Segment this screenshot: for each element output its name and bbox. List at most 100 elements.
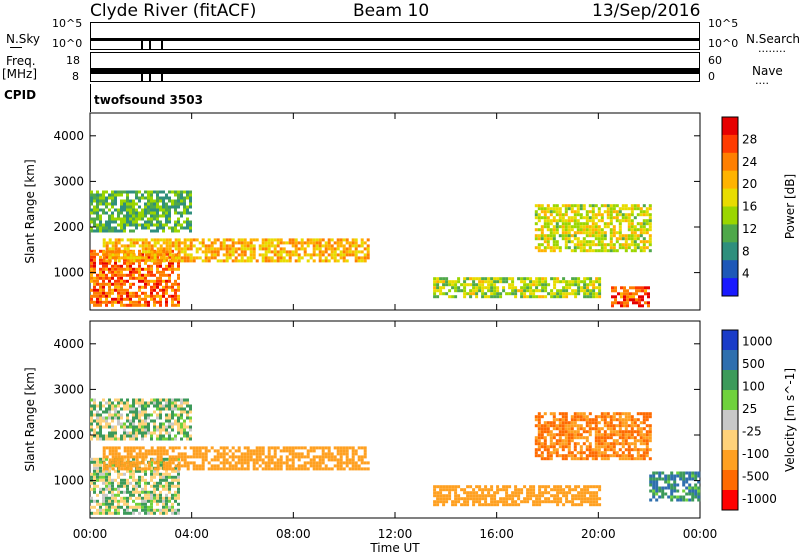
echo-region-4 [534,412,652,461]
y-tick-label-1-2: 3000 [53,382,84,396]
colorbar-swatch-4 [722,410,738,431]
y-tick-label-0-2: 3000 [53,174,84,188]
colorbar-swatch-1 [722,134,738,154]
y-tick-label-0-1: 2000 [53,220,84,234]
echo-region-3 [433,277,602,299]
nsearch-tick-top: 10^5 [708,17,739,30]
x-tick-label-6: 00:00 [683,527,718,541]
colorbar-tick-label-6: 4 [742,267,750,281]
colorbar-swatch-9 [722,278,738,297]
freq-tick-bottom: 8 [72,70,79,83]
x-axis-label: Time UT [369,541,420,554]
echo-region-3 [433,485,602,507]
x-tick-label-1: 04:00 [174,527,209,541]
cpid-bar [90,84,91,112]
colorbar-tick-label-0: 28 [742,132,757,146]
echo-region-5 [649,471,701,502]
freq-label-top: Freq. [6,54,36,68]
colorbar-swatch-7 [722,470,738,491]
y-axis-label-0: Slant Range [km] [23,159,37,263]
freq-dip-2 [149,68,151,82]
freq-label-bottom: [MHz] [2,67,38,81]
nsky-dip-2 [149,38,151,50]
colorbar-swatch-4 [722,188,738,207]
colorbar-frame [721,116,739,297]
nsky-strip [90,22,700,50]
colorbar-label: Velocity [m s^-1] [783,368,797,472]
nave-dots: .... [755,74,769,87]
freq-tick-top: 18 [66,54,80,67]
y-tick-label-1-0: 1000 [53,474,84,488]
echo-region-2 [90,398,192,441]
colorbar-swatch-6 [722,450,738,471]
nsky-underline [10,47,22,48]
nave-tick-bottom: 0 [708,70,715,83]
nsearch-tick-bottom: 10^0 [708,37,739,50]
colorbar-swatch-8 [722,260,738,279]
cpid-label: CPID [4,88,37,102]
station-title: Clyde River (fitACF) [90,1,257,21]
axes-layer: 00:00 04:00 08:00 12:00 16:00 20:00 00:00 Time … [73,527,718,554]
colorbar-swatch-2 [722,370,738,391]
nsky-dip-1 [141,38,143,50]
colorbar-swatch-0 [722,330,738,351]
beam-title: Beam 10 [353,1,430,21]
x-tick-label-3: 12:00 [378,527,413,541]
y-tick-label-1-1: 2000 [53,428,84,442]
colorbar-swatch-8 [722,490,738,511]
colorbar-label: Power [dB] [783,174,797,239]
nsky-trace [91,38,699,41]
colorbar-swatch-0 [722,117,738,136]
colorbar-tick-label-3: 16 [742,200,757,214]
nsky-dip-3 [161,38,163,50]
colorbar-tick-label-0: 1000 [742,334,773,348]
colorbar-tick-label-4: -25 [742,424,762,438]
colorbar-tick-label-3: 25 [742,402,757,416]
y-tick-label-1-3: 4000 [53,337,84,351]
nave-tick-top: 60 [708,54,722,67]
freq-dip-1 [141,68,143,82]
colorbar-tick-label-5: -100 [742,447,769,461]
nsearch-label: N.Search [746,32,800,46]
nsearch-dots: ........ [758,42,786,55]
nsky-tick-top: 10^5 [52,17,83,30]
mode-label: twofsound 3503 [94,93,203,107]
colorbar-tick-label-2: 20 [742,177,757,191]
power-colorbar: 28 24 20 16 12 8 4 Power [dB] [721,116,797,297]
x-tick-label-4: 16:00 [479,527,514,541]
colorbar-swatch-5 [722,206,738,225]
nsky-tick-bottom: 10^0 [52,37,83,50]
freq-trace [91,68,699,74]
echo-region-2 [90,190,192,233]
colorbar-swatch-3 [722,390,738,411]
echo-region-1 [102,446,370,471]
x-tick-label-0: 00:00 [73,527,108,541]
date-title: 13/Sep/2016 [592,1,701,21]
colorbar-tick-label-1: 24 [742,155,757,169]
freq-strip [90,52,700,82]
colorbar-swatch-6 [722,224,738,243]
nave-label: Nave [752,64,783,78]
colorbar-tick-label-4: 12 [742,222,757,236]
colorbar-frame [721,329,739,511]
freq-dip-3 [161,68,163,82]
echo-region-5 [611,286,650,308]
colorbar-tick-label-5: 8 [742,244,750,258]
y-tick-label-0-3: 4000 [53,129,84,143]
colorbar-tick-label-2: 100 [742,379,765,393]
y-axis-label-1: Slant Range [km] [23,367,37,471]
colorbar-swatch-2 [722,152,738,172]
colorbar-tick-label-6: -500 [742,469,769,483]
colorbar-swatch-1 [722,350,738,371]
x-tick-label-5: 20:00 [581,527,616,541]
colorbar-tick-label-1: 500 [742,357,765,371]
power-panel: 1000 2000 3000 4000 Slant Range [km] [23,112,701,311]
x-tick-label-2: 08:00 [276,527,311,541]
y-tick-label-0-0: 1000 [53,266,84,280]
colorbar-swatch-5 [722,430,738,451]
velocity-colorbar: 1000 500 100 25 -25 -100 -500 -1000 Velocity [m … [721,329,797,511]
echo-region-4 [534,204,652,253]
echo-region-1 [102,238,370,263]
colorbar-swatch-3 [722,170,738,190]
